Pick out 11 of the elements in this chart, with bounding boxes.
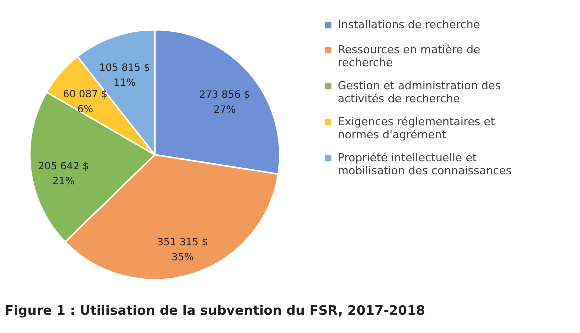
legend-label: Ressources en matière de recherche xyxy=(338,44,481,70)
data-label: 273 856 $ 27% xyxy=(199,90,250,116)
text: Figure 1 : Utilisation de la subvention du FSR, 2017-2018 xyxy=(5,304,426,319)
legend-label: Gestion et administration des activités de recherche xyxy=(338,80,502,106)
data-label: 105 815 $ 11% xyxy=(99,63,150,90)
legend-label: Propriété intellectuelle et mobilisation des connaissances xyxy=(338,152,512,178)
data-label: 205 642 $ 21% xyxy=(38,161,90,188)
data-label: 60 087 $ 6% xyxy=(63,90,108,116)
data-label: 351 315 $ 35% xyxy=(157,238,208,264)
legend-label: Exigences réglementaires et normes d'agrément xyxy=(338,116,496,142)
legend-label: Installations de recherche xyxy=(338,18,481,32)
